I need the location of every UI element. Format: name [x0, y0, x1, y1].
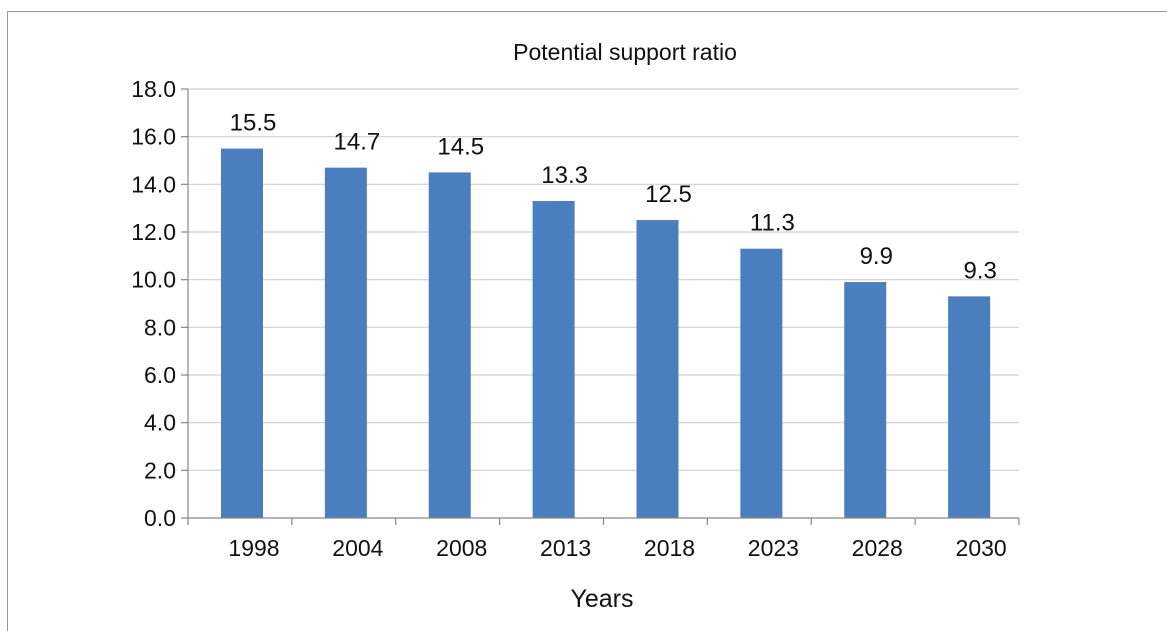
bar — [532, 201, 575, 518]
y-tick-label: 0.0 — [144, 505, 176, 531]
x-tick-label: 2023 — [748, 535, 799, 561]
x-tick-label: 1998 — [228, 535, 279, 561]
data-label: 9.3 — [963, 257, 996, 284]
axes — [181, 88, 1020, 525]
bar — [636, 220, 679, 519]
bars — [221, 148, 991, 519]
bar — [324, 167, 367, 518]
y-tick-label: 14.0 — [131, 171, 176, 197]
y-tick-label: 6.0 — [144, 362, 176, 388]
y-tick-label: 16.0 — [131, 124, 176, 150]
bar — [844, 282, 887, 518]
data-labels: 15.5 14.7 14.5 13.3 12.5 11.3 9.9 9.3 — [230, 110, 997, 285]
y-tick-label: 4.0 — [144, 410, 176, 436]
x-tick-label: 2028 — [852, 535, 903, 561]
data-label: 14.7 — [334, 129, 381, 156]
bar — [428, 172, 471, 518]
bar — [740, 248, 783, 518]
data-label: 15.5 — [230, 110, 277, 137]
data-label: 13.3 — [541, 162, 588, 189]
bar — [948, 296, 991, 518]
x-tick-label: 2004 — [332, 535, 383, 561]
x-tick-label: 2018 — [644, 535, 695, 561]
x-tick-label: 2013 — [540, 535, 591, 561]
x-tick-label: 2008 — [436, 535, 487, 561]
chart-frame — [7, 11, 1167, 631]
bar — [221, 148, 263, 519]
data-label: 14.5 — [437, 133, 484, 160]
data-label: 11.3 — [750, 210, 795, 237]
chart-title: Potential support ratio — [513, 39, 737, 65]
y-tick-label: 18.0 — [131, 76, 176, 102]
x-tick-label: 2030 — [956, 535, 1007, 561]
data-label: 9.9 — [860, 243, 893, 270]
y-tick-label: 2.0 — [144, 457, 176, 483]
x-tick-labels: 1998 2004 2008 2013 2018 2023 2028 2030 — [228, 535, 1006, 561]
y-tick-label: 8.0 — [144, 314, 176, 340]
gridlines — [188, 88, 1019, 471]
y-tick-label: 10.0 — [131, 267, 176, 293]
y-tick-label: 12.0 — [131, 219, 176, 245]
y-tick-labels: 0.0 2.0 4.0 6.0 8.0 10.0 12.0 14.0 16.0 18.0 — [131, 76, 176, 531]
data-label: 12.5 — [645, 181, 692, 208]
x-axis-title: Years — [570, 585, 633, 613]
